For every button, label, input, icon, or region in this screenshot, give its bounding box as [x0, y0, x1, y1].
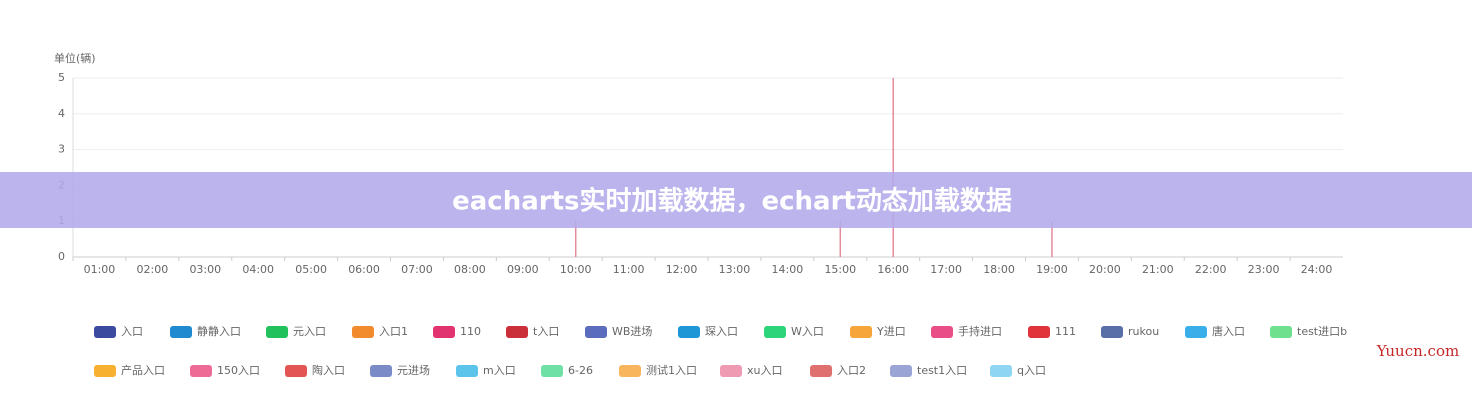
legend-swatch: [541, 365, 563, 377]
legend-swatch: [456, 365, 478, 377]
x-tick-label: 10:00: [560, 263, 592, 276]
legend-swatch: [810, 365, 832, 377]
x-tick-label: 15:00: [824, 263, 856, 276]
y-tick-label: 0: [58, 250, 65, 263]
y-axis-label: 单位(辆): [54, 51, 96, 65]
legend-label: m入口: [483, 364, 516, 377]
legend-swatch: [1028, 326, 1050, 338]
x-tick-label: 23:00: [1248, 263, 1280, 276]
legend-label: 琛入口: [705, 325, 738, 338]
legend-label: 陶入口: [312, 363, 345, 377]
bar: [892, 78, 894, 257]
legend-swatch: [506, 326, 528, 338]
x-tick-label: 20:00: [1089, 263, 1121, 276]
legend-label: 元进场: [397, 363, 430, 377]
legend-label: 入口2: [837, 364, 866, 377]
x-tick-label: 06:00: [348, 263, 380, 276]
bar: [574, 221, 577, 257]
bar: [839, 221, 842, 257]
legend-swatch: [370, 365, 392, 377]
x-tick-label: 03:00: [189, 263, 221, 276]
legend-swatch: [190, 365, 212, 377]
x-tick-label: 12:00: [666, 263, 698, 276]
y-tick-label: 4: [58, 107, 65, 120]
legend-swatch: [285, 365, 307, 377]
legend-swatch: [352, 326, 374, 338]
legend-swatch: [678, 326, 700, 338]
legend-label: 测试1入口: [646, 364, 697, 377]
x-tick-label: 04:00: [242, 263, 274, 276]
legend-swatch: [764, 326, 786, 338]
legend-swatch: [720, 365, 742, 377]
x-tick-label: 13:00: [719, 263, 751, 276]
legend-label: rukou: [1128, 325, 1159, 338]
legend-swatch: [585, 326, 607, 338]
legend-swatch: [433, 326, 455, 338]
bar: [1051, 221, 1053, 257]
watermark: Yuucn.com: [1376, 342, 1459, 360]
legend-label: 111: [1055, 325, 1076, 338]
legend-label: 唐入口: [1212, 324, 1245, 338]
legend-label: WB进场: [612, 324, 652, 338]
x-tick-label: 08:00: [454, 263, 486, 276]
x-tick-label: 17:00: [930, 263, 962, 276]
legend-swatch: [170, 326, 192, 338]
legend-label: xu入口: [747, 364, 782, 377]
banner-title: eacharts实时加载数据，echart动态加载数据: [452, 186, 1012, 217]
legend-swatch: [619, 365, 641, 377]
legend-label: 110: [460, 325, 481, 338]
x-tick-label: 01:00: [84, 263, 116, 276]
x-tick-label: 02:00: [137, 263, 169, 276]
legend-label: 150入口: [217, 364, 260, 377]
legend-label: test进口b: [1297, 325, 1347, 338]
legend-swatch: [1185, 326, 1207, 338]
legend-label: 产品入口: [121, 363, 165, 377]
legend-swatch: [94, 365, 116, 377]
legend-label: W入口: [791, 325, 824, 338]
legend-label: 静静入口: [197, 324, 241, 338]
legend-label: test1入口: [917, 364, 967, 377]
banner-band: [0, 172, 1472, 228]
legend-label: Y进口: [876, 325, 906, 338]
legend-swatch: [1101, 326, 1123, 338]
legend-label: 手持进口: [958, 324, 1002, 338]
x-tick-label: 11:00: [613, 263, 645, 276]
legend-swatch: [890, 365, 912, 377]
x-tick-label: 24:00: [1301, 263, 1333, 276]
legend-label: 6-26: [568, 364, 593, 377]
legend-label: t入口: [533, 325, 559, 338]
x-tick-label: 16:00: [877, 263, 909, 276]
legend-swatch: [931, 326, 953, 338]
legend-label: 元入口: [293, 325, 326, 338]
x-tick-label: 09:00: [507, 263, 539, 276]
legend-swatch: [94, 326, 116, 338]
legend-label: 入口1: [379, 325, 408, 338]
plot: 01234501:0002:0003:0004:0005:0006:0007:0…: [58, 71, 1347, 377]
x-tick-label: 21:00: [1142, 263, 1174, 276]
y-tick-label: 5: [58, 71, 65, 84]
x-tick-label: 14:00: [772, 263, 804, 276]
y-tick-label: 3: [58, 143, 65, 156]
x-tick-label: 18:00: [983, 263, 1015, 276]
x-tick-label: 07:00: [401, 263, 433, 276]
x-tick-label: 05:00: [295, 263, 327, 276]
legend-swatch: [1270, 326, 1292, 338]
x-tick-label: 22:00: [1195, 263, 1227, 276]
legend-swatch: [850, 326, 872, 338]
legend-label: 入口: [121, 325, 143, 338]
legend-swatch: [990, 365, 1012, 377]
x-tick-label: 19:00: [1036, 263, 1068, 276]
legend-swatch: [266, 326, 288, 338]
legend-label: q入口: [1017, 364, 1046, 377]
